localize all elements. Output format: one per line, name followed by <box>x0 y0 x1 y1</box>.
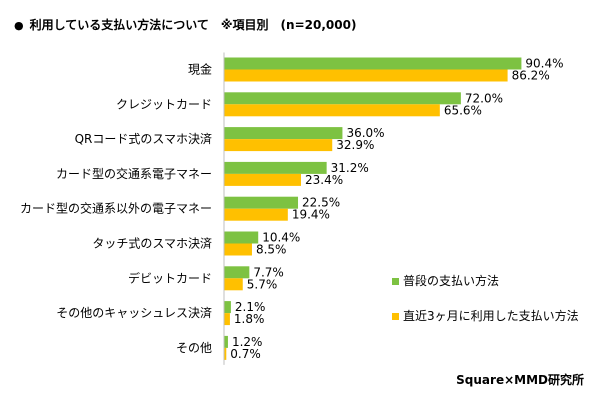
legend-label-recent: 直近3ヶ月に利用した支払い方法 <box>403 309 579 323</box>
bar-recent <box>224 347 227 360</box>
data-label-recent: 32.9% <box>336 138 374 152</box>
category-label: QRコード式のスマホ決済 <box>75 131 212 146</box>
chart-title-text: 利用している支払い方法について ※項目別 (n=20,000) <box>29 18 357 32</box>
legend-swatch-recent <box>392 313 399 320</box>
source-credit: Square×MMD研究所 <box>456 373 584 387</box>
legend-item-usual: 普段の支払い方法 <box>392 272 499 289</box>
chart-title: ● 利用している支払い方法について ※項目別 (n=20,000) <box>14 16 356 33</box>
data-label-usual: 2.1% <box>235 300 266 314</box>
bar-recent <box>224 69 508 82</box>
bar-usual <box>224 127 343 140</box>
data-label-recent: 19.4% <box>292 208 330 222</box>
data-label-recent: 8.5% <box>256 243 287 257</box>
bar-recent <box>224 139 333 152</box>
data-label-recent: 5.7% <box>247 277 277 291</box>
bar-recent <box>224 313 230 326</box>
bar-usual <box>224 231 259 244</box>
data-label-usual: 90.4% <box>525 57 563 71</box>
legend-swatch-usual <box>392 278 399 285</box>
data-label-recent: 23.4% <box>305 173 343 187</box>
category-label: その他のキャッシュレス決済 <box>56 305 212 320</box>
data-label-usual: 1.2% <box>232 335 263 349</box>
data-label-recent: 86.2% <box>512 69 550 83</box>
bar-recent <box>224 278 243 291</box>
category-label: タッチ式のスマホ決済 <box>92 236 212 251</box>
bar-recent <box>224 208 288 221</box>
bar-recent <box>224 243 252 256</box>
category-label: その他 <box>176 341 212 355</box>
legend-item-recent: 直近3ヶ月に利用した支払い方法 <box>392 307 579 324</box>
bar-usual <box>224 161 327 174</box>
data-label-usual: 22.5% <box>302 196 340 210</box>
bar-usual <box>224 92 461 105</box>
data-label-recent: 1.8% <box>234 312 265 326</box>
data-label-usual: 36.0% <box>346 126 384 140</box>
category-label: カード型の交通系電子マネー <box>56 166 212 181</box>
data-label-usual: 72.0% <box>465 91 503 105</box>
legend-label-usual: 普段の支払い方法 <box>403 274 500 288</box>
bar-recent <box>224 173 301 186</box>
category-label: デビットカード <box>128 270 212 285</box>
data-label-recent: 65.6% <box>444 103 482 117</box>
data-label-usual: 31.2% <box>331 161 369 175</box>
bar-usual <box>224 301 231 314</box>
data-label-recent: 0.7% <box>230 347 260 361</box>
data-label-usual: 7.7% <box>253 265 284 279</box>
category-label: クレジットカード <box>116 97 212 111</box>
bar-recent <box>224 104 440 117</box>
bullet-icon: ● <box>14 19 24 32</box>
bar-usual <box>224 57 522 70</box>
bar-usual <box>224 335 228 348</box>
category-label: 現金 <box>188 62 212 77</box>
category-label: カード型の交通系以外の電子マネー <box>20 201 212 216</box>
bar-usual <box>224 196 299 209</box>
bar-usual <box>224 266 250 279</box>
data-label-usual: 10.4% <box>262 231 300 245</box>
